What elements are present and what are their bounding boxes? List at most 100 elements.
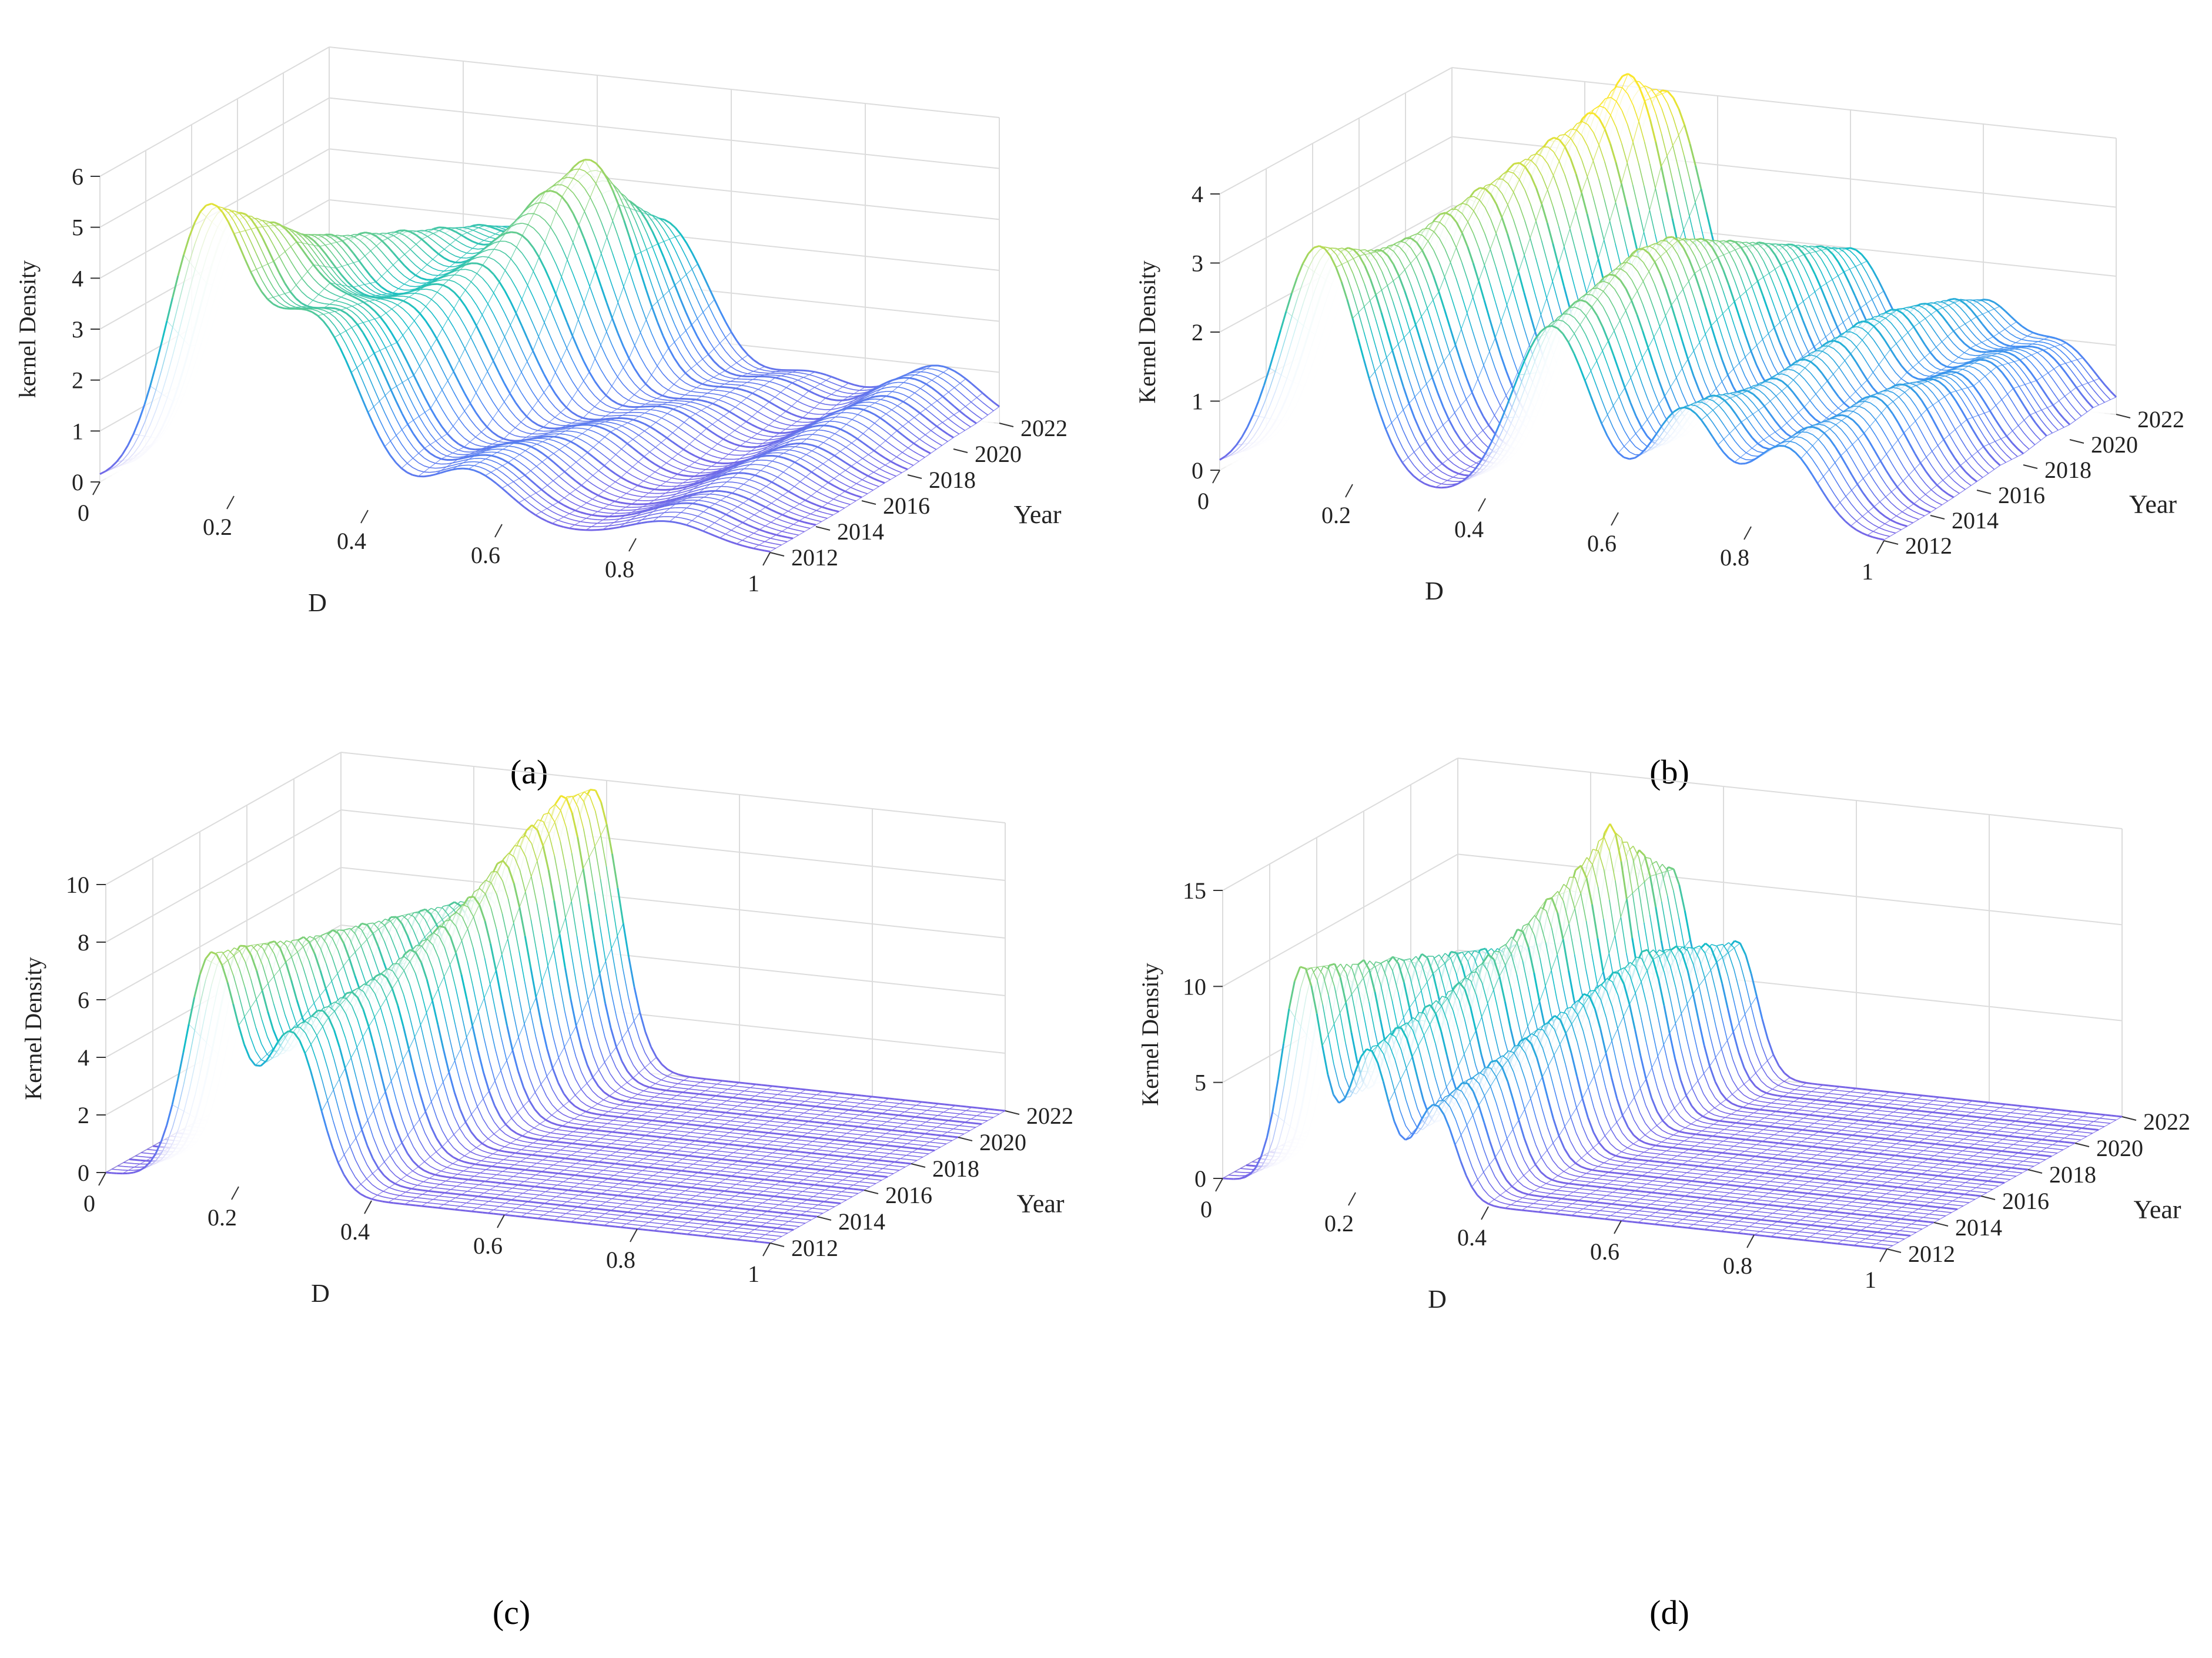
surface-rib (593, 470, 599, 476)
surface-rib (806, 450, 812, 455)
surface-line-seg (449, 268, 456, 272)
surface-line-seg (827, 513, 834, 516)
panel-a: 0 0.2 0.4 0.6 0.8 1 2012 2014 2016 2018 2020 2022 0 1… (0, 0, 1105, 829)
surface-rib (880, 396, 887, 400)
surface-line-seg (594, 331, 601, 346)
surface-line-seg (943, 371, 949, 376)
surface-line-seg (521, 299, 528, 311)
surface-line-seg (515, 427, 521, 431)
surface-rib (488, 249, 494, 257)
surface-line-seg (426, 273, 433, 276)
surface-line-seg (617, 408, 623, 410)
surface-line-seg (533, 247, 540, 258)
surface-line-seg (795, 435, 802, 438)
surface-line-seg (764, 370, 771, 372)
surface-line-seg (678, 406, 685, 409)
surface-line-seg (589, 346, 595, 359)
surface-rib (495, 230, 501, 235)
surface-rib (844, 504, 851, 508)
surface-line-seg (675, 236, 681, 247)
surface-line-seg (684, 400, 691, 403)
surface-line-seg (615, 444, 622, 450)
surface-line-seg (702, 359, 709, 366)
surface-line-seg (816, 504, 823, 508)
surface-line-seg (691, 341, 698, 351)
surface-line-seg (710, 479, 716, 482)
surface-line-seg (839, 451, 846, 455)
surface-line-seg (561, 247, 568, 260)
surface-line-seg (745, 455, 751, 458)
surface-line-seg (729, 386, 736, 390)
surface-line-seg (651, 356, 658, 367)
surface-line-seg (779, 415, 787, 419)
surface-line-seg (856, 446, 864, 451)
surface-rib (359, 255, 366, 262)
surface-rib (765, 481, 772, 487)
surface-line-seg (719, 383, 725, 385)
surface-line-seg (526, 416, 533, 423)
surface-line-seg (833, 498, 839, 502)
surface-line-seg (623, 384, 630, 391)
surface-line-seg (600, 400, 607, 406)
surface-rib (648, 489, 655, 494)
surface-rib (572, 319, 579, 336)
surface-line-seg (778, 443, 785, 446)
surface-line-seg (503, 438, 510, 441)
surface-rib (769, 397, 775, 403)
surface-line-seg (420, 283, 427, 287)
surface-rib (667, 432, 673, 438)
surface-line-seg (755, 474, 761, 478)
surface-line-seg (826, 374, 832, 378)
surface-line-seg (767, 452, 773, 454)
surface-line-seg (464, 348, 471, 360)
surface-rib (751, 433, 758, 438)
surface-rib (886, 380, 893, 385)
surface-line-seg (598, 426, 605, 430)
surface-line-seg (839, 506, 845, 509)
surface-rib (725, 366, 731, 371)
surface-line-seg (712, 409, 719, 413)
surface-line-seg (643, 455, 650, 461)
surface-line-seg (677, 478, 683, 480)
surface-line-seg (600, 369, 607, 379)
surface-line-seg (471, 257, 478, 260)
surface-rib (685, 368, 692, 374)
surface-line-seg (671, 488, 677, 491)
surface-line-seg (993, 401, 1000, 408)
surface-rib (555, 360, 562, 373)
surface-line-seg (864, 393, 871, 397)
surface-line-seg (902, 443, 909, 448)
surface-line-seg (587, 443, 594, 448)
surface-line-seg (409, 296, 415, 300)
surface-line-seg (493, 292, 500, 303)
surface-line-seg (862, 491, 868, 494)
surface-line-seg (504, 401, 510, 410)
surface-rib (942, 441, 948, 446)
surface-line-seg (740, 417, 747, 423)
surface-line-seg (302, 234, 309, 240)
surface-line-seg (487, 371, 494, 383)
surface-rib (645, 374, 652, 384)
surface-line-seg (567, 187, 574, 193)
surface-rib (875, 399, 881, 404)
surface-line-seg (668, 366, 675, 374)
surface-line-seg (881, 398, 886, 401)
surface-rib (471, 273, 477, 282)
surface-rib (795, 443, 801, 447)
surface-rib (476, 314, 483, 326)
surface-line-seg (654, 478, 661, 481)
surface-rib (527, 271, 534, 286)
surface-rib (884, 479, 891, 484)
surface-line-seg (848, 388, 854, 390)
surface-rib (640, 319, 647, 333)
surface-line-seg (550, 226, 557, 237)
surface-line-seg (544, 203, 551, 207)
surface-line-seg (450, 244, 456, 249)
surface-line-seg (682, 484, 688, 487)
surface-line-seg (450, 236, 456, 240)
surface-line-seg (724, 390, 730, 393)
surface-line-seg (644, 430, 651, 436)
surface-line-seg (749, 468, 755, 470)
surface-line-seg (869, 396, 876, 399)
surface-rib (819, 397, 826, 404)
